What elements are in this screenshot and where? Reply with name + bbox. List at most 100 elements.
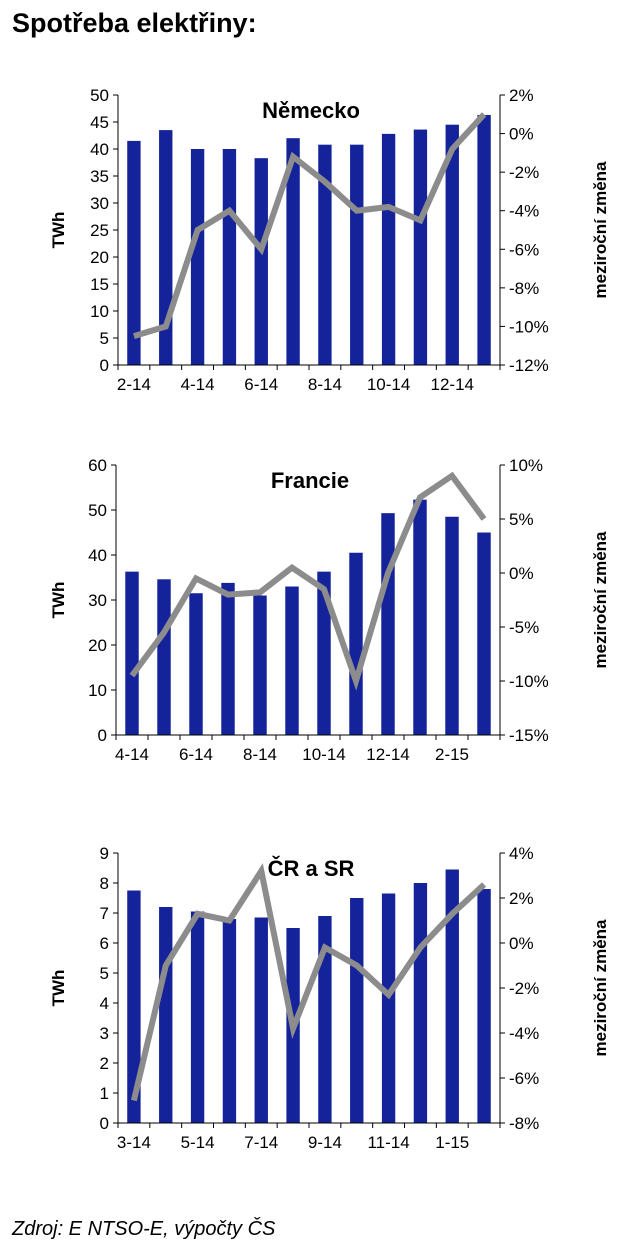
bar bbox=[318, 144, 332, 365]
y-tick-label: 40 bbox=[88, 546, 107, 565]
y-tick-label: 40 bbox=[90, 140, 109, 159]
chart-title: Francie bbox=[271, 468, 349, 493]
x-tick-label: 6-14 bbox=[179, 745, 213, 764]
chart-cr-sr: 0 1 2 3 4 5 6 7 8 9 -8% -6% -4% -2% 0% 2% 4% 3-14 5-14 7-14… bbox=[0, 840, 640, 1170]
y-tick-label: 1 bbox=[100, 1084, 109, 1103]
bar bbox=[222, 149, 237, 365]
chart-title: Německo bbox=[262, 98, 360, 123]
y-axis-title: TWh bbox=[49, 582, 68, 619]
bar bbox=[413, 499, 427, 735]
y2-tick-label: 0% bbox=[509, 934, 534, 953]
bar bbox=[189, 593, 203, 735]
y2-tick-label: -10% bbox=[509, 672, 549, 691]
x-tick-label: 2-15 bbox=[435, 745, 469, 764]
y-tick-label: 0 bbox=[100, 1114, 109, 1133]
chart-francie: 0 10 20 30 40 50 60 -15% -10% -5% 0% 5% 10% 4-14 6-14 8… bbox=[0, 450, 640, 780]
x-tick-label: 8-14 bbox=[308, 375, 342, 394]
x-tick-label: 10-14 bbox=[367, 375, 410, 394]
y-tick-label: 20 bbox=[88, 636, 107, 655]
y-tick-label: 60 bbox=[88, 456, 107, 475]
y-tick-label: 10 bbox=[90, 302, 109, 321]
bar bbox=[445, 869, 459, 1123]
bar bbox=[222, 919, 237, 1123]
x-tick-label: 8-14 bbox=[243, 745, 277, 764]
y2-tick-label: -8% bbox=[509, 279, 539, 298]
x-tick-label: 5-14 bbox=[181, 1133, 215, 1152]
y-axis-title: TWh bbox=[49, 212, 68, 249]
bar bbox=[350, 144, 364, 365]
bar bbox=[477, 114, 491, 365]
y-tick-label: 25 bbox=[90, 221, 109, 240]
bar bbox=[445, 124, 459, 365]
y2-tick-label: -6% bbox=[509, 1069, 539, 1088]
x-tick-label: 11-14 bbox=[367, 1133, 409, 1152]
x-tick-label: 9-14 bbox=[308, 1133, 342, 1152]
chart-nemecko: 0 5 10 15 20 25 30 35 40 45 50 -12% -10% -8% -6% -4% -2%… bbox=[0, 80, 640, 410]
y-tick-label: 9 bbox=[100, 844, 109, 863]
bar bbox=[350, 898, 364, 1123]
bar bbox=[127, 140, 141, 365]
x-tick-label: 2-14 bbox=[117, 375, 151, 394]
x-tick-label: 4-14 bbox=[115, 745, 149, 764]
chart-title: ČR a SR bbox=[268, 856, 355, 881]
bar bbox=[159, 130, 173, 365]
y2-tick-label: 2% bbox=[509, 86, 534, 105]
y-tick-label: 35 bbox=[90, 167, 109, 186]
y-tick-label: 20 bbox=[90, 248, 109, 267]
y-tick-label: 50 bbox=[90, 86, 109, 105]
bar bbox=[477, 532, 491, 735]
y2-tick-label: 4% bbox=[509, 844, 534, 863]
y-tick-label: 3 bbox=[100, 1024, 109, 1043]
chart-svg: 0 5 10 15 20 25 30 35 40 45 50 -12% -10% -8% -6% -4% -2%… bbox=[49, 86, 610, 394]
y2-tick-label: -4% bbox=[509, 1024, 539, 1043]
chart-svg: 0 10 20 30 40 50 60 -15% -10% -5% 0% 5% 10% 4-14 6-14 8… bbox=[49, 456, 610, 764]
bar bbox=[157, 579, 171, 735]
bar bbox=[477, 889, 491, 1123]
bar bbox=[413, 129, 428, 365]
bar bbox=[127, 890, 141, 1123]
x-tick-label: 3-14 bbox=[117, 1133, 151, 1152]
y-tick-label: 30 bbox=[90, 194, 109, 213]
bar bbox=[286, 138, 300, 365]
bar bbox=[413, 883, 428, 1123]
bar bbox=[159, 907, 173, 1123]
bar bbox=[253, 595, 267, 735]
bar bbox=[349, 552, 363, 735]
y2-tick-label: 10% bbox=[509, 456, 543, 475]
line-series bbox=[133, 112, 487, 339]
x-tick-label: 6-14 bbox=[244, 375, 278, 394]
bar bbox=[318, 916, 332, 1123]
y-tick-label: 2 bbox=[100, 1054, 109, 1073]
bar bbox=[381, 513, 395, 735]
y2-tick-label: -15% bbox=[509, 726, 549, 745]
x-tick-label: 4-14 bbox=[181, 375, 215, 394]
y2-tick-label: -8% bbox=[509, 1114, 539, 1133]
x-tick-label: 12-14 bbox=[366, 745, 409, 764]
y-tick-label: 5 bbox=[100, 329, 109, 348]
y-tick-label: 30 bbox=[88, 591, 107, 610]
line-series bbox=[130, 863, 487, 1102]
y-tick-label: 45 bbox=[90, 113, 109, 132]
y-tick-label: 8 bbox=[100, 874, 109, 893]
bar bbox=[221, 582, 235, 735]
y2-tick-label: -2% bbox=[509, 979, 539, 998]
line-series bbox=[129, 471, 487, 691]
bar bbox=[190, 911, 205, 1123]
y2-tick-label: 0% bbox=[509, 564, 534, 583]
bar bbox=[125, 571, 139, 735]
y2-tick-label: -6% bbox=[509, 240, 539, 259]
y2-axis-title: meziroční změna bbox=[591, 531, 610, 669]
x-tick-label: 1-15 bbox=[435, 1133, 469, 1152]
bar bbox=[254, 158, 268, 365]
page-title: Spotřeba elektřiny: bbox=[12, 8, 257, 38]
bar bbox=[254, 917, 268, 1123]
y-tick-label: 50 bbox=[88, 501, 107, 520]
y2-tick-label: -10% bbox=[509, 317, 549, 336]
y2-tick-label: -2% bbox=[509, 163, 539, 182]
y-tick-label: 0 bbox=[98, 726, 107, 745]
bar bbox=[445, 516, 459, 735]
y2-axis-title: meziroční změna bbox=[591, 161, 610, 299]
y2-tick-label: -12% bbox=[509, 356, 549, 375]
y-tick-label: 10 bbox=[88, 681, 107, 700]
source-note: Zdroj: E NTSO-E, výpočty ČS bbox=[12, 1218, 276, 1240]
